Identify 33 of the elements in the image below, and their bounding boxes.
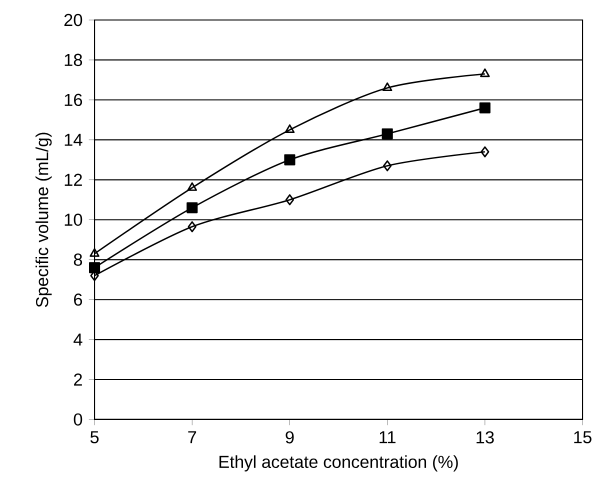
y-tick-label: 6 (74, 293, 82, 306)
y-tick-label: 16 (64, 94, 82, 106)
point (90, 248, 100, 257)
point (480, 146, 490, 158)
y-tick-label: 10 (64, 214, 82, 226)
x-tick-label: 9 (286, 431, 294, 444)
x-axis-title: Ethyl acetate concentration (%) (220, 455, 458, 472)
y-tick-label: 8 (74, 254, 82, 266)
point (382, 82, 392, 92)
x-tick-label: 5 (90, 431, 99, 444)
y-tick-label: 18 (64, 54, 82, 66)
point (284, 154, 296, 166)
point (479, 102, 490, 114)
y-axis-title: Specific volume (mL/g) (36, 132, 52, 308)
point (480, 68, 490, 78)
point (285, 194, 294, 206)
point (383, 160, 392, 172)
y-tick-label: 20 (64, 14, 82, 26)
x-tick-label: 11 (380, 431, 396, 444)
y-tick-label: 14 (64, 134, 82, 146)
y-tick-label: 4 (74, 334, 82, 346)
x-tick-label: 15 (574, 431, 592, 444)
point (186, 202, 198, 214)
x-tick-label: 13 (476, 431, 494, 444)
y-tick-label: 12 (64, 174, 82, 186)
point (188, 221, 196, 232)
point (382, 128, 393, 140)
point (187, 182, 198, 191)
point (284, 124, 295, 133)
y-tick-label: 2 (74, 373, 82, 386)
point (89, 262, 100, 274)
y-tick-label: 0 (74, 413, 82, 426)
x-tick-label: 7 (188, 431, 196, 444)
